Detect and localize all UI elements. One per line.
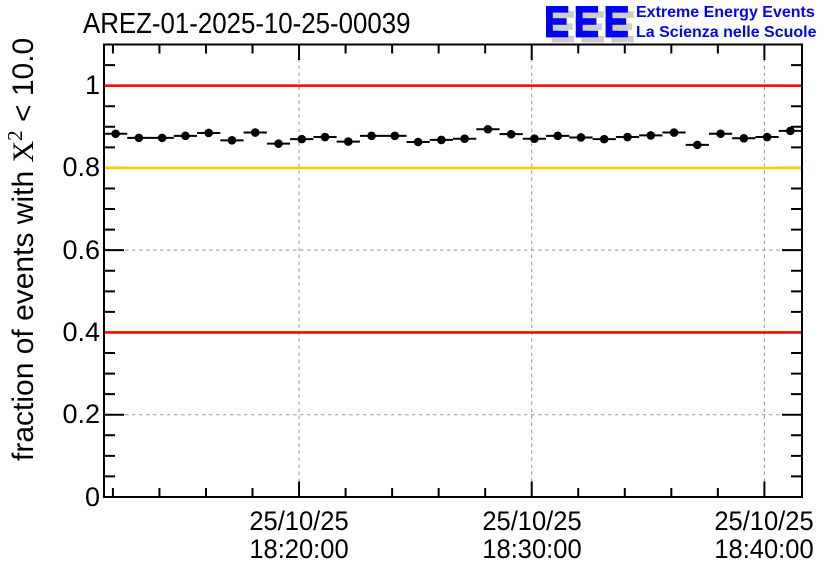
eee-logo-shadow <box>551 11 634 43</box>
y-tick-label: 1 <box>84 70 100 101</box>
logo-letter-e <box>546 6 569 38</box>
x-tick-label-date: 25/10/25 <box>249 505 349 536</box>
y-tick-label: 0.8 <box>62 152 100 183</box>
x-tick-label-time: 18:20:00 <box>249 533 349 564</box>
eee-logo-letters <box>546 6 634 43</box>
reference-lines <box>104 84 802 334</box>
data-point <box>646 131 656 140</box>
y-axis-title-superscript: 2 <box>3 130 27 141</box>
data-point <box>716 129 725 139</box>
data-point <box>274 139 283 148</box>
data-point <box>786 126 795 136</box>
data-point <box>460 134 469 144</box>
data-point <box>320 132 330 142</box>
x-tick-label-time: 18:30:00 <box>482 533 582 564</box>
logo-letter-e <box>551 11 575 43</box>
data-point <box>693 140 702 150</box>
y-axis-title-suffix: < 10.0 <box>7 37 40 131</box>
data-point <box>506 129 516 139</box>
y-tick-label: 0.2 <box>62 399 100 430</box>
logo-letter-e <box>605 6 628 38</box>
data-point <box>250 128 260 137</box>
y-axis-title: fraction of events with X2 < 10.0 <box>3 37 40 461</box>
data-point <box>599 134 609 144</box>
data-point <box>576 133 586 142</box>
data-point <box>204 128 213 138</box>
eee-logo: Extreme Energy Events La Scienza nelle S… <box>545 0 835 48</box>
data-point <box>530 134 539 144</box>
data-point <box>739 133 749 143</box>
y-tick-label: 0 <box>84 481 100 512</box>
eee-logo-foreground <box>546 6 628 38</box>
data-point <box>134 133 144 143</box>
logo-letter-e <box>581 11 604 43</box>
data-point <box>437 135 446 145</box>
data-point <box>483 124 493 134</box>
data-point <box>390 131 400 141</box>
y-tick-label: 0.6 <box>62 234 100 265</box>
data-point <box>553 131 562 141</box>
plot-frame <box>103 43 803 498</box>
data-point <box>367 131 376 141</box>
x-tick-label-date: 25/10/25 <box>482 505 582 536</box>
y-axis-title-prefix: fraction of events with <box>7 162 40 461</box>
x-tick-label: 25/10/25 18:40:00 <box>679 507 836 563</box>
y-tick-label: 0.4 <box>62 316 100 347</box>
logo-letter-e <box>611 11 634 43</box>
data-series <box>105 124 801 150</box>
logo-text-line1: Extreme Energy Events <box>636 3 815 21</box>
data-point <box>413 137 423 147</box>
data-point <box>344 137 353 146</box>
grid-lines <box>104 44 802 497</box>
logo-text-line2: La Scienza nelle Scuole <box>636 23 817 41</box>
data-point <box>762 132 772 142</box>
axis-ticks <box>104 44 802 497</box>
data-point <box>181 131 190 141</box>
y-axis-title-variable: X <box>7 140 40 163</box>
logo-letter-e <box>575 6 599 38</box>
x-tick-label: 25/10/25 18:20:00 <box>214 507 384 563</box>
chart-title: AREZ-01-2025-10-25-00039 <box>83 8 411 41</box>
data-point <box>111 129 120 139</box>
data-point <box>669 128 679 137</box>
data-point <box>297 134 307 144</box>
x-tick-label-date: 25/10/25 <box>714 505 815 536</box>
data-point <box>623 132 632 142</box>
data-point <box>157 133 167 143</box>
tick-marks <box>104 44 802 497</box>
data-point <box>227 136 237 145</box>
eee-logo-text: Extreme Energy Events La Scienza nelle S… <box>636 3 817 44</box>
x-tick-label: 25/10/25 18:30:00 <box>447 507 617 563</box>
x-tick-label-time: 18:40:00 <box>714 533 815 564</box>
